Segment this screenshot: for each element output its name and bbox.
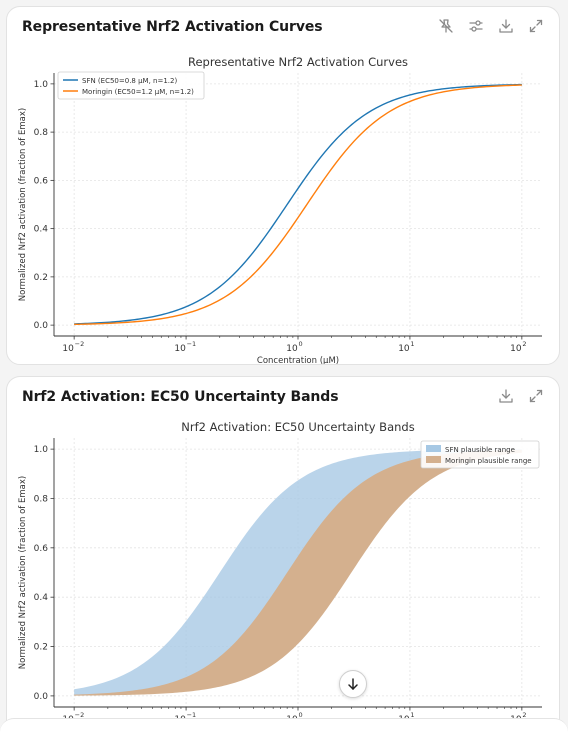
download-icon[interactable]: [497, 387, 515, 405]
chart-card-activation-curves: Representative Nrf2 Activation Curves 0.…: [6, 6, 560, 365]
x-tick-exponent: 0: [299, 340, 303, 348]
x-tick-exponent: −1: [187, 340, 197, 348]
expand-icon[interactable]: [527, 17, 545, 35]
arrow-down-icon: [348, 678, 358, 690]
y-tick-label: 0.0: [34, 321, 49, 331]
legend-label: Moringin plausible range: [445, 457, 532, 465]
series-line-1: [74, 84, 522, 326]
chart-title: Nrf2 Activation: EC50 Uncertainty Bands: [181, 420, 414, 434]
y-axis-label: Normalized Nrf2 activation (fraction of …: [18, 476, 28, 669]
y-tick-label: 0.2: [34, 273, 48, 283]
series-band-1: [74, 449, 522, 696]
y-tick-label: 0.6: [34, 176, 49, 186]
composer-bar: [0, 718, 568, 738]
x-tick-label: 10: [398, 344, 410, 354]
x-tick-exponent: −2: [75, 340, 85, 348]
y-axis-label: Normalized Nrf2 activation (fraction of …: [18, 108, 28, 301]
x-tick-label: 10: [174, 344, 186, 354]
x-tick-exponent: 2: [522, 340, 526, 348]
card-title: Representative Nrf2 Activation Curves: [22, 19, 323, 35]
x-tick-exponent: −2: [75, 711, 85, 719]
legend-label: SFN plausible range: [445, 446, 515, 454]
expand-icon[interactable]: [527, 387, 545, 405]
y-tick-label: 1.0: [34, 445, 49, 455]
chart-card-uncertainty-bands: Nrf2 Activation: EC50 Uncertainty Bands …: [6, 376, 560, 738]
y-tick-label: 0.4: [34, 225, 49, 235]
series-line-0: [74, 83, 522, 325]
x-axis-label: Concentration (μM): [257, 356, 339, 364]
y-tick-label: 1.0: [34, 80, 49, 90]
legend-swatch: [426, 456, 441, 463]
card-title: Nrf2 Activation: EC50 Uncertainty Bands: [22, 389, 339, 405]
x-tick-label: 10: [62, 344, 74, 354]
x-tick-label: 10: [510, 344, 522, 354]
x-tick-exponent: 2: [522, 711, 526, 719]
card-toolbar: [497, 387, 545, 405]
pin-off-icon[interactable]: [437, 17, 455, 35]
y-tick-label: 0.4: [34, 593, 49, 603]
x-tick-exponent: 0: [299, 711, 303, 719]
x-tick-exponent: 1: [410, 340, 414, 348]
x-tick-exponent: 1: [410, 711, 414, 719]
chart-title: Representative Nrf2 Activation Curves: [188, 55, 408, 69]
card-toolbar: [437, 17, 545, 35]
legend-label: SFN (EC50=0.8 μM, n=1.2): [82, 77, 177, 85]
x-tick-exponent: −1: [187, 711, 197, 719]
uncertainty-bands-chart: 0.00.20.40.60.81.010−210−1100101102Nrf2 …: [18, 420, 542, 725]
settings-sliders-icon[interactable]: [467, 17, 485, 35]
y-tick-label: 0.8: [34, 494, 49, 504]
legend-box: [420, 440, 540, 469]
x-tick-label: 10: [286, 344, 298, 354]
activation-curves-chart: 0.00.20.40.60.81.010 −2 10 −1 10 0 10 1 10 2Repre…: [18, 55, 542, 364]
scroll-down-button[interactable]: [339, 670, 367, 698]
y-tick-label: 0.2: [34, 643, 48, 653]
y-tick-label: 0.8: [34, 128, 49, 138]
y-tick-label: 0.6: [34, 544, 49, 554]
legend-swatch: [426, 445, 441, 452]
download-icon[interactable]: [497, 17, 515, 35]
y-tick-label: 0.0: [34, 692, 49, 702]
legend-box: [57, 71, 205, 100]
legend-label: Moringin (EC50=1.2 μM, n=1.2): [82, 88, 194, 96]
